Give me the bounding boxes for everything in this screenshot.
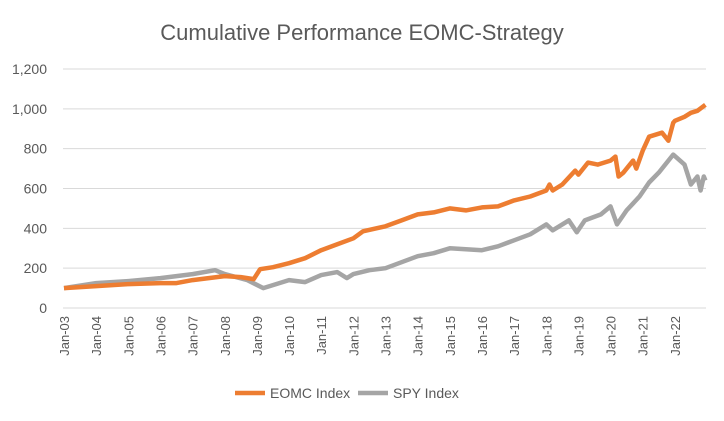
chart-title: Cumulative Performance EOMC-Strategy	[160, 20, 563, 45]
legend-label: EOMC Index	[270, 385, 350, 401]
x-tick-label: Jan-03	[57, 316, 72, 356]
x-tick-label: Jan-22	[668, 316, 683, 356]
x-tick-label: Jan-14	[411, 316, 426, 356]
y-tick-label: 0	[39, 300, 47, 316]
y-tick-label: 1,200	[12, 61, 47, 77]
x-tick-label: Jan-16	[475, 316, 490, 356]
x-tick-label: Jan-19	[571, 316, 586, 356]
x-tick-label: Jan-09	[250, 316, 265, 356]
x-tick-label: Jan-07	[186, 316, 201, 356]
x-tick-label: Jan-12	[346, 316, 361, 356]
y-tick-label: 400	[24, 220, 48, 236]
legend-label: SPY Index	[393, 385, 459, 401]
x-tick-label: Jan-08	[218, 316, 233, 356]
y-tick-label: 1,000	[12, 101, 47, 117]
y-tick-label: 200	[24, 260, 48, 276]
x-tick-label: Jan-15	[443, 316, 458, 356]
x-tick-label: Jan-20	[604, 316, 619, 356]
eomc-index-line	[63, 103, 707, 291]
x-tick-label: Jan-04	[89, 316, 104, 356]
x-tick-label: Jan-11	[314, 316, 329, 355]
y-tick-label: 800	[24, 141, 48, 157]
y-tick-label: 600	[24, 181, 48, 197]
x-tick-label: Jan-21	[636, 316, 651, 356]
spy-index-line	[63, 152, 708, 291]
x-tick-label: Jan-06	[153, 316, 168, 356]
x-tick-label: Jan-10	[282, 316, 297, 356]
x-tick-label: Jan-05	[121, 316, 136, 356]
x-tick-label: Jan-13	[379, 316, 394, 356]
x-tick-label: Jan-18	[539, 316, 554, 356]
x-tick-label: Jan-17	[507, 316, 522, 356]
